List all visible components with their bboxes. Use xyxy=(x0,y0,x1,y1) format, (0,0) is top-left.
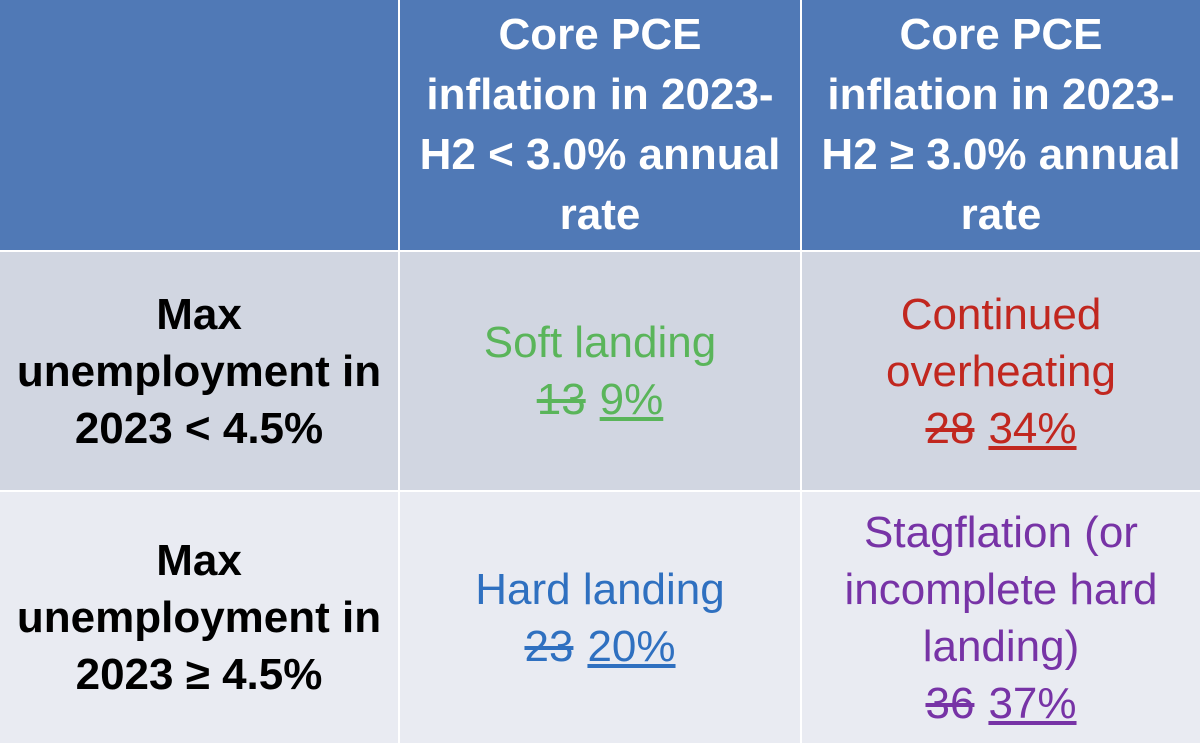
scenario-name: Soft landing xyxy=(483,318,717,367)
old-probability: 13 xyxy=(536,375,586,424)
row-header: Max unemployment in 2023 ≥ 4.5% xyxy=(0,492,398,743)
old-probability: 36 xyxy=(925,678,975,728)
probabilities: 23 20% xyxy=(524,618,675,675)
scenario-cell: Soft landing 13 9% xyxy=(400,252,800,490)
scenario-cell: Hard landing 23 20% xyxy=(400,492,800,743)
corner-cell xyxy=(0,0,398,250)
old-probability: 28 xyxy=(925,403,975,453)
column-header: Core PCE inflation in 2023-H2 < 3.0% ann… xyxy=(400,0,800,250)
scenario-cell: Continued overheating 28 34% xyxy=(802,252,1200,490)
column-header: Core PCE inflation in 2023-H2 ≥ 3.0% ann… xyxy=(802,0,1200,250)
scenario-cell: Stagflation (or incomplete hard landing)… xyxy=(802,492,1200,743)
probabilities: 28 34% xyxy=(925,400,1076,457)
scenario-name: Continued overheating xyxy=(886,289,1116,396)
new-probability: 37% xyxy=(988,678,1077,728)
scenario-name: Hard landing xyxy=(475,564,725,614)
old-probability: 23 xyxy=(524,621,574,671)
new-probability: 9% xyxy=(599,375,664,424)
probabilities: 13 9% xyxy=(537,371,664,428)
new-probability: 20% xyxy=(587,621,676,671)
scenario-name: Stagflation (or incomplete hard landing) xyxy=(844,507,1158,671)
probabilities: 36 37% xyxy=(925,675,1076,732)
new-probability: 34% xyxy=(988,403,1077,453)
row-header: Max unemployment in 2023 < 4.5% xyxy=(0,252,398,490)
